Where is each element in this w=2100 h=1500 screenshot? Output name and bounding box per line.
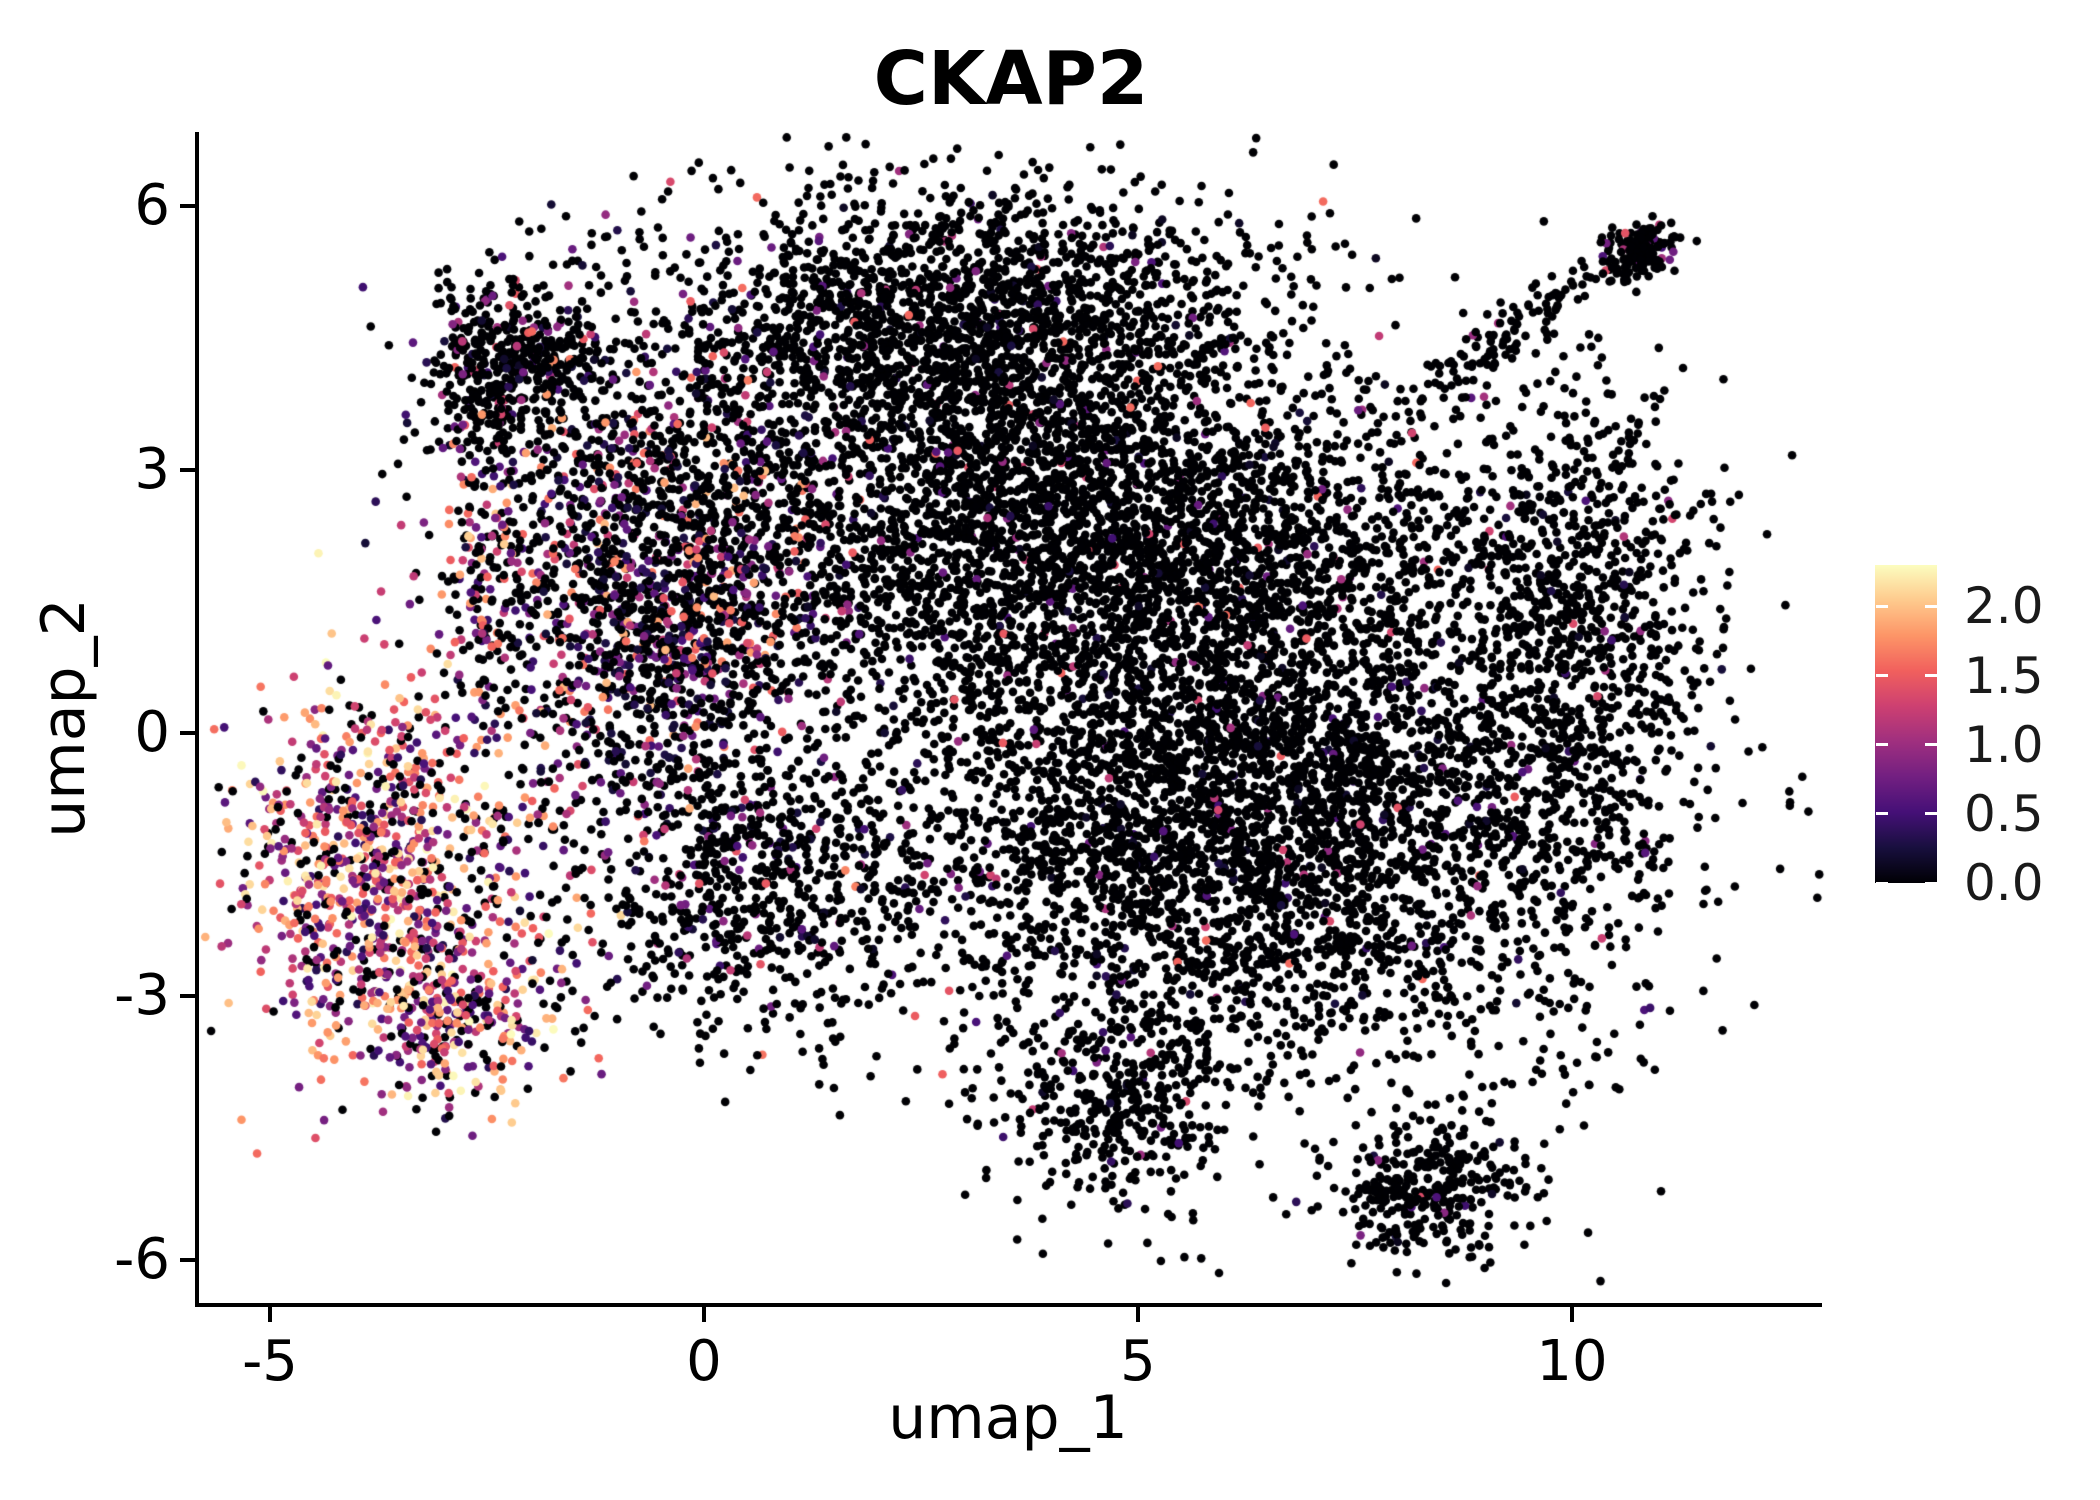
x-tick-mark xyxy=(1136,1307,1140,1322)
colorbar-tick-mark xyxy=(1925,604,1937,608)
x-tick-label: -5 xyxy=(242,1329,298,1394)
colorbar-tick-mark xyxy=(1876,674,1888,678)
colorbar-tick-mark xyxy=(1925,812,1937,816)
colorbar-tick-label: 0.0 xyxy=(1964,854,2044,912)
colorbar-tick-label: 1.0 xyxy=(1964,715,2044,774)
colorbar-tick-label: 0.5 xyxy=(1964,784,2044,843)
y-tick-label: 6 xyxy=(134,173,170,239)
colorbar-tick-mark xyxy=(1876,881,1888,885)
colorbar-tick-label: 1.5 xyxy=(1964,646,2044,705)
x-axis-line xyxy=(195,1303,1822,1307)
y-tick-mark xyxy=(180,731,195,735)
colorbar-tick-mark xyxy=(1925,743,1937,747)
y-tick-label: -6 xyxy=(114,1226,170,1292)
y-tick-mark xyxy=(180,1257,195,1262)
y-tick-mark xyxy=(180,204,195,209)
x-tick-label: 5 xyxy=(1120,1329,1156,1394)
colorbar-tick-label: 2.0 xyxy=(1964,577,2044,636)
colorbar-tick-mark xyxy=(1876,743,1888,747)
y-axis-title: umap_2 xyxy=(29,598,99,838)
x-tick-label: 0 xyxy=(686,1329,722,1394)
y-tick-label: -3 xyxy=(114,963,170,1029)
plot-title: CKAP2 xyxy=(873,36,1149,122)
y-tick-mark xyxy=(180,467,195,472)
colorbar-tick-mark xyxy=(1876,812,1888,816)
x-tick-mark xyxy=(702,1307,706,1322)
x-tick-mark xyxy=(1570,1307,1574,1322)
y-tick-mark xyxy=(180,994,195,999)
y-tick-label: 0 xyxy=(134,700,170,765)
colorbar-tick-mark xyxy=(1925,881,1937,885)
colorbar-gradient xyxy=(1875,565,1937,883)
x-tick-label: 10 xyxy=(1536,1329,1608,1394)
colorbar-tick-mark xyxy=(1876,604,1888,608)
x-axis-title: umap_1 xyxy=(888,1383,1128,1453)
y-axis-line xyxy=(195,132,199,1307)
x-tick-mark xyxy=(268,1307,272,1322)
y-tick-label: 3 xyxy=(134,436,170,502)
colorbar-tick-mark xyxy=(1925,674,1937,678)
